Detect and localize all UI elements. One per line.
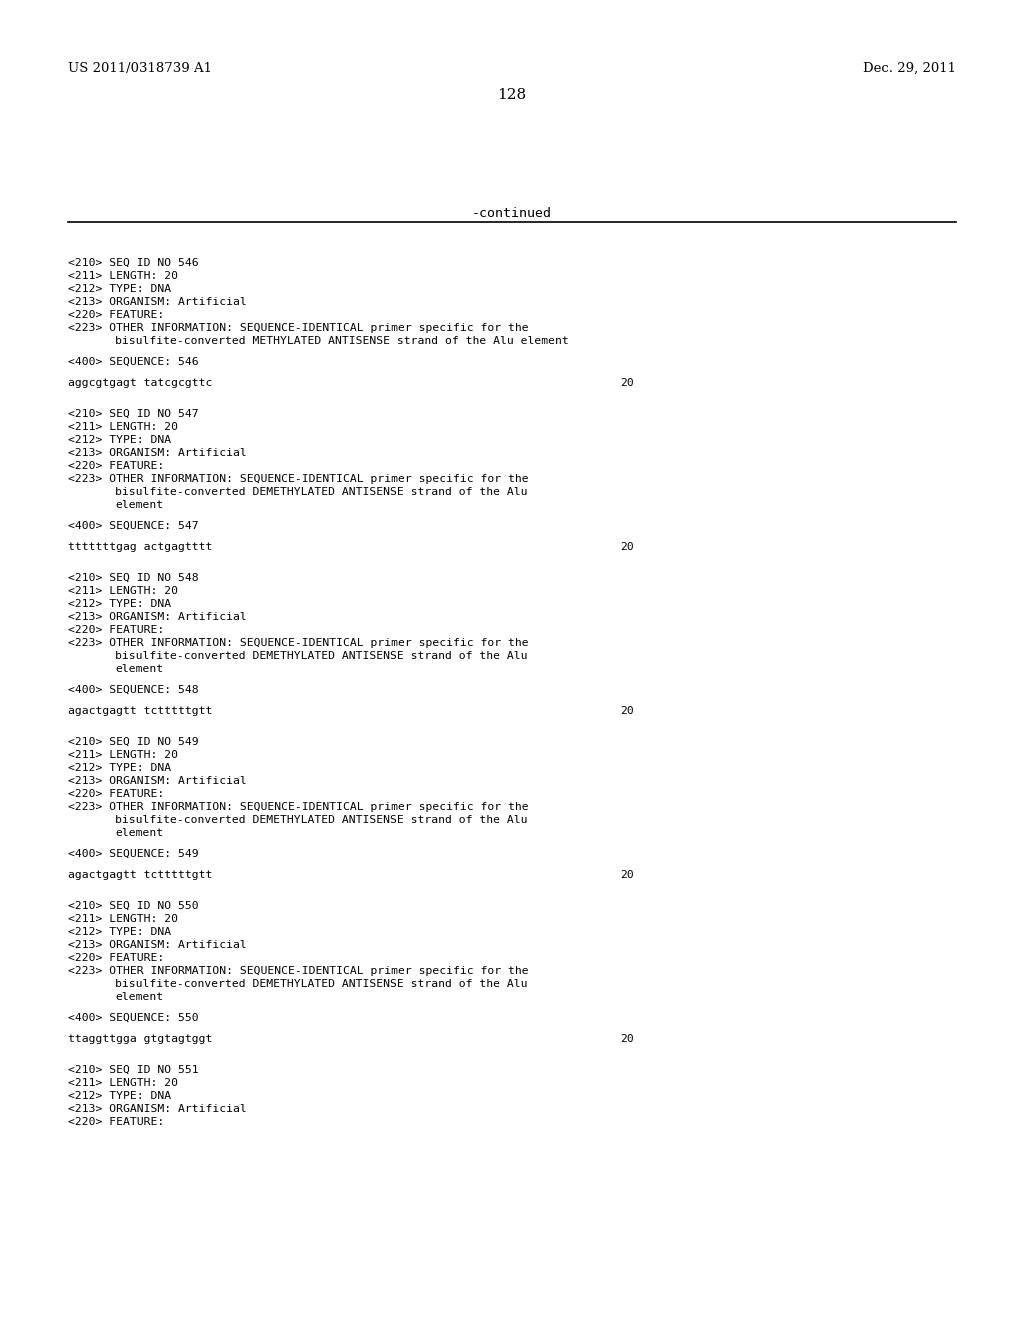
Text: 20: 20 [620,543,634,552]
Text: 20: 20 [620,378,634,388]
Text: <223> OTHER INFORMATION: SEQUENCE-IDENTICAL primer specific for the: <223> OTHER INFORMATION: SEQUENCE-IDENTI… [68,474,528,484]
Text: <212> TYPE: DNA: <212> TYPE: DNA [68,1092,171,1101]
Text: element: element [115,664,163,675]
Text: element: element [115,500,163,510]
Text: aggcgtgagt tatcgcgttc: aggcgtgagt tatcgcgttc [68,378,212,388]
Text: <220> FEATURE:: <220> FEATURE: [68,1117,164,1127]
Text: agactgagtt tctttttgtt: agactgagtt tctttttgtt [68,870,212,880]
Text: <210> SEQ ID NO 547: <210> SEQ ID NO 547 [68,409,199,418]
Text: <211> LENGTH: 20: <211> LENGTH: 20 [68,586,178,597]
Text: <210> SEQ ID NO 548: <210> SEQ ID NO 548 [68,573,199,583]
Text: bisulfite-converted DEMETHYLATED ANTISENSE strand of the Alu: bisulfite-converted DEMETHYLATED ANTISEN… [115,814,527,825]
Text: <211> LENGTH: 20: <211> LENGTH: 20 [68,271,178,281]
Text: <211> LENGTH: 20: <211> LENGTH: 20 [68,422,178,432]
Text: <220> FEATURE:: <220> FEATURE: [68,310,164,319]
Text: bisulfite-converted METHYLATED ANTISENSE strand of the Alu element: bisulfite-converted METHYLATED ANTISENSE… [115,337,568,346]
Text: <212> TYPE: DNA: <212> TYPE: DNA [68,436,171,445]
Text: <400> SEQUENCE: 549: <400> SEQUENCE: 549 [68,849,199,859]
Text: bisulfite-converted DEMETHYLATED ANTISENSE strand of the Alu: bisulfite-converted DEMETHYLATED ANTISEN… [115,487,527,498]
Text: ttaggttgga gtgtagtggt: ttaggttgga gtgtagtggt [68,1034,212,1044]
Text: <223> OTHER INFORMATION: SEQUENCE-IDENTICAL primer specific for the: <223> OTHER INFORMATION: SEQUENCE-IDENTI… [68,966,528,975]
Text: <213> ORGANISM: Artificial: <213> ORGANISM: Artificial [68,297,247,308]
Text: <210> SEQ ID NO 551: <210> SEQ ID NO 551 [68,1065,199,1074]
Text: <400> SEQUENCE: 548: <400> SEQUENCE: 548 [68,685,199,696]
Text: bisulfite-converted DEMETHYLATED ANTISENSE strand of the Alu: bisulfite-converted DEMETHYLATED ANTISEN… [115,651,527,661]
Text: <210> SEQ ID NO 550: <210> SEQ ID NO 550 [68,902,199,911]
Text: <210> SEQ ID NO 546: <210> SEQ ID NO 546 [68,257,199,268]
Text: <213> ORGANISM: Artificial: <213> ORGANISM: Artificial [68,1104,247,1114]
Text: 20: 20 [620,870,634,880]
Text: 20: 20 [620,706,634,715]
Text: <213> ORGANISM: Artificial: <213> ORGANISM: Artificial [68,940,247,950]
Text: <220> FEATURE:: <220> FEATURE: [68,461,164,471]
Text: <400> SEQUENCE: 547: <400> SEQUENCE: 547 [68,521,199,531]
Text: <400> SEQUENCE: 550: <400> SEQUENCE: 550 [68,1012,199,1023]
Text: bisulfite-converted DEMETHYLATED ANTISENSE strand of the Alu: bisulfite-converted DEMETHYLATED ANTISEN… [115,979,527,989]
Text: 128: 128 [498,88,526,102]
Text: <220> FEATURE:: <220> FEATURE: [68,624,164,635]
Text: <212> TYPE: DNA: <212> TYPE: DNA [68,284,171,294]
Text: <223> OTHER INFORMATION: SEQUENCE-IDENTICAL primer specific for the: <223> OTHER INFORMATION: SEQUENCE-IDENTI… [68,323,528,333]
Text: <211> LENGTH: 20: <211> LENGTH: 20 [68,913,178,924]
Text: <212> TYPE: DNA: <212> TYPE: DNA [68,763,171,774]
Text: <212> TYPE: DNA: <212> TYPE: DNA [68,599,171,609]
Text: <211> LENGTH: 20: <211> LENGTH: 20 [68,750,178,760]
Text: Dec. 29, 2011: Dec. 29, 2011 [863,62,956,75]
Text: <211> LENGTH: 20: <211> LENGTH: 20 [68,1078,178,1088]
Text: tttttttgag actgagtttt: tttttttgag actgagtttt [68,543,212,552]
Text: <213> ORGANISM: Artificial: <213> ORGANISM: Artificial [68,447,247,458]
Text: -continued: -continued [472,207,552,220]
Text: <223> OTHER INFORMATION: SEQUENCE-IDENTICAL primer specific for the: <223> OTHER INFORMATION: SEQUENCE-IDENTI… [68,638,528,648]
Text: element: element [115,993,163,1002]
Text: element: element [115,828,163,838]
Text: <400> SEQUENCE: 546: <400> SEQUENCE: 546 [68,356,199,367]
Text: <213> ORGANISM: Artificial: <213> ORGANISM: Artificial [68,776,247,785]
Text: <220> FEATURE:: <220> FEATURE: [68,953,164,964]
Text: <223> OTHER INFORMATION: SEQUENCE-IDENTICAL primer specific for the: <223> OTHER INFORMATION: SEQUENCE-IDENTI… [68,803,528,812]
Text: <213> ORGANISM: Artificial: <213> ORGANISM: Artificial [68,612,247,622]
Text: <210> SEQ ID NO 549: <210> SEQ ID NO 549 [68,737,199,747]
Text: agactgagtt tctttttgtt: agactgagtt tctttttgtt [68,706,212,715]
Text: <220> FEATURE:: <220> FEATURE: [68,789,164,799]
Text: <212> TYPE: DNA: <212> TYPE: DNA [68,927,171,937]
Text: US 2011/0318739 A1: US 2011/0318739 A1 [68,62,212,75]
Text: 20: 20 [620,1034,634,1044]
